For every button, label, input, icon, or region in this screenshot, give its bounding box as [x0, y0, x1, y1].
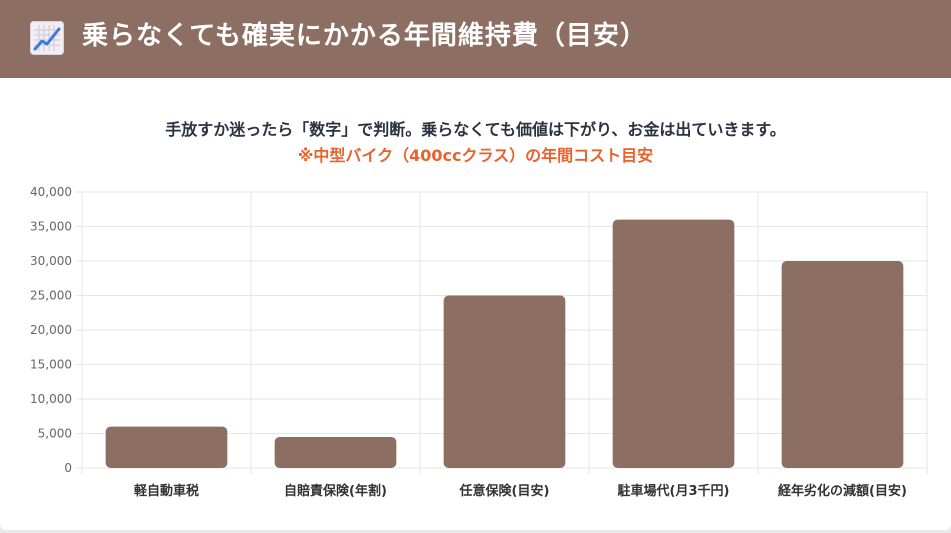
x-tick-label: 自賠責保険(年割) [284, 483, 387, 499]
bar [105, 426, 228, 468]
bar [274, 436, 397, 468]
page-title: 乗らなくても確実にかかる年間維持費（目安） [82, 21, 647, 51]
y-tick-label: 40,000 [30, 185, 72, 199]
y-tick-label: 20,000 [30, 323, 72, 337]
y-tick-label: 10,000 [30, 392, 72, 406]
x-tick-label: 任意保険(目安) [459, 483, 550, 499]
chart-note: ※中型バイク（400ccクラス）の年間コスト目安 [297, 146, 654, 165]
y-tick-label: 30,000 [30, 254, 72, 268]
y-tick-label: 0 [64, 461, 72, 475]
bar [781, 261, 904, 468]
x-tick-label: 経年劣化の減額(目安) [778, 483, 907, 499]
bar [443, 295, 566, 468]
x-tick-label: 駐車場代(月3千円) [618, 483, 730, 499]
y-tick-label: 25,000 [30, 289, 72, 303]
bar [612, 219, 735, 468]
y-tick-label: 35,000 [30, 220, 72, 234]
chart-subtitle: 手放すか迷ったら「数字」で判断。乗らなくても価値は下がり、お金は出ていきます。 [165, 120, 786, 139]
y-tick-label: 5,000 [38, 427, 72, 441]
chart-increasing-icon [30, 21, 64, 55]
y-tick-label: 15,000 [30, 358, 72, 372]
x-tick-label: 軽自動車税 [134, 483, 199, 499]
header-bar: 乗らなくても確実にかかる年間維持費（目安） [0, 0, 951, 78]
